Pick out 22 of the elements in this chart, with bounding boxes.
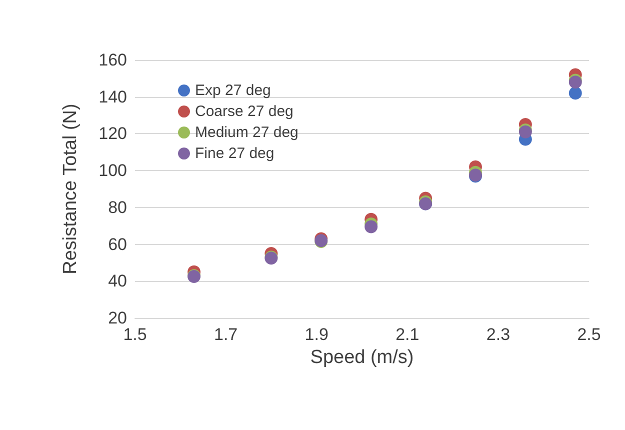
point <box>364 220 378 234</box>
y-tick-label: 160 <box>98 50 127 70</box>
y-tick-label: 40 <box>108 272 127 291</box>
legend-label: Exp 27 deg <box>195 82 271 99</box>
x-tick-label: 1.7 <box>214 325 238 344</box>
legend-label: Coarse 27 deg <box>195 103 294 120</box>
x-tick-label: 1.5 <box>123 325 147 344</box>
y-tick-label: 140 <box>98 87 127 106</box>
y-tick-label: 100 <box>98 161 127 180</box>
y-tick-label: 80 <box>108 198 127 217</box>
legend-label: Fine 27 deg <box>195 145 274 162</box>
y-tick-label: 20 <box>108 308 127 328</box>
x-tick-label: 2.1 <box>396 325 420 344</box>
x-tick-label: 1.9 <box>304 325 328 344</box>
y-axis-title: Resistance Total (N) <box>60 104 81 274</box>
y-tick-label: 60 <box>108 234 127 254</box>
point <box>568 86 582 100</box>
y-tick-label: 120 <box>98 124 127 144</box>
legend-label: Medium 27 deg <box>195 124 298 141</box>
x-tick-label: 2.5 <box>577 325 601 344</box>
x-tick-label: 2.3 <box>486 325 510 344</box>
x-axis-title: Speed (m/s) <box>310 347 414 368</box>
